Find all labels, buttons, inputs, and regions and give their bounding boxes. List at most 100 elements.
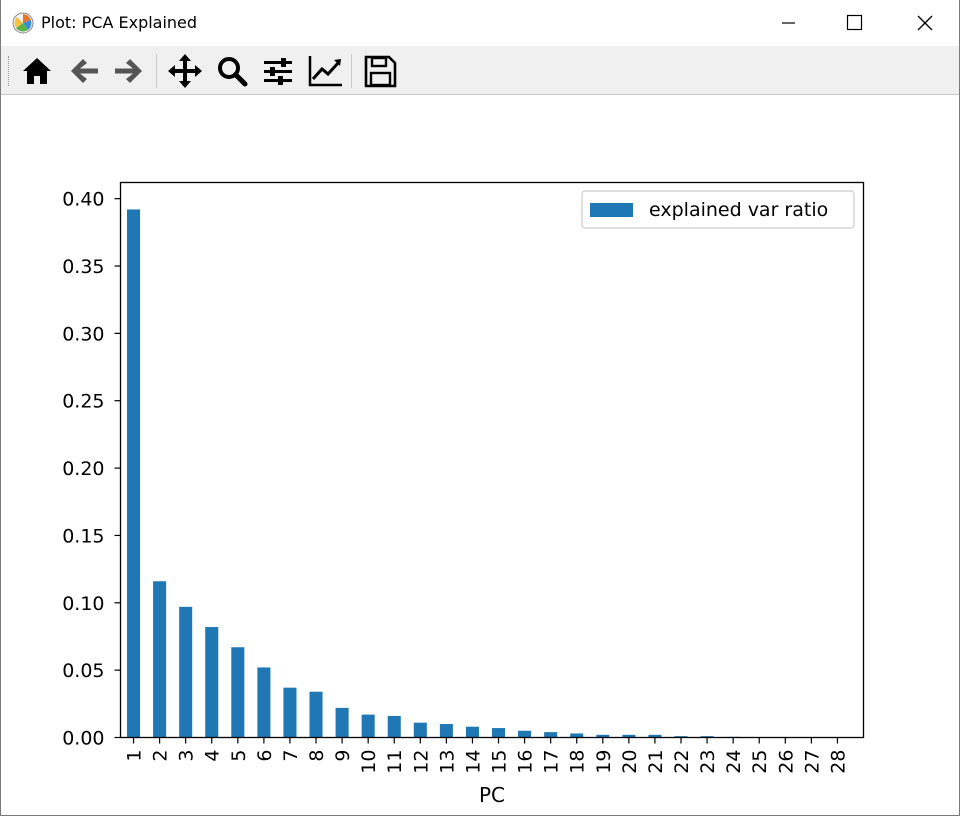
x-tick-label: 15: [489, 750, 511, 774]
bar-pc-14: [465, 726, 479, 738]
y-tick-label: 0.15: [62, 525, 104, 547]
x-axis: 1 2 3 4 5 6 7 8 9 10 11 12 13 14 15 16 17 18 19 20 21 22 23 24 2…: [124, 737, 849, 774]
forward-icon: [115, 59, 142, 83]
bar-pc-17: [544, 732, 558, 738]
edit-axis-button[interactable]: [306, 52, 344, 90]
window-title: Plot: PCA Explained: [41, 13, 198, 32]
x-tick-label: 21: [645, 750, 667, 774]
save-button[interactable]: [361, 52, 399, 90]
x-tick-label: 22: [671, 750, 693, 774]
home-icon: [23, 58, 51, 84]
close-icon: [917, 15, 933, 31]
x-tick-label: 14: [462, 750, 484, 774]
x-tick-label: 12: [410, 750, 432, 774]
x-tick-label: 26: [775, 750, 797, 774]
home-button[interactable]: [18, 52, 56, 90]
configure-subplots-button[interactable]: [259, 52, 297, 90]
y-tick-label: 0.35: [62, 256, 104, 278]
legend-label: explained var ratio: [649, 199, 828, 221]
bar-pc-10: [361, 714, 375, 738]
toolbar: [1, 46, 959, 95]
x-tick-label: 11: [384, 750, 406, 774]
app-icon: [12, 12, 34, 34]
x-tick-label: 3: [176, 750, 198, 762]
x-tick-label: 13: [436, 750, 458, 774]
zoom-icon: [218, 57, 248, 87]
pan-icon: [168, 54, 202, 88]
axes-frame: [119, 181, 865, 739]
save-icon: [364, 55, 397, 88]
x-tick-label: 6: [254, 750, 276, 762]
minimize-icon: [782, 22, 795, 24]
x-tick-label: 19: [593, 750, 615, 774]
x-tick-label: 18: [567, 750, 589, 774]
edit-axis-icon: [308, 56, 342, 87]
x-tick-label: 28: [827, 750, 849, 774]
x-tick-label: 20: [619, 750, 641, 774]
pan-button[interactable]: [166, 52, 204, 90]
y-axis: 0.00 0.05 0.10 0.15 0.20 0.25 0.30 0.35 0.40: [62, 189, 121, 750]
bar-pc-9: [335, 707, 349, 738]
toolbar-separator: [351, 54, 352, 88]
bar-pc-18: [570, 733, 584, 738]
bar-pc-19: [596, 734, 610, 738]
forward-button[interactable]: [110, 52, 148, 90]
x-tick-label: 17: [541, 750, 563, 774]
x-tick-label: 8: [306, 750, 328, 762]
zoom-button[interactable]: [213, 52, 251, 90]
x-tick-label: 25: [749, 750, 771, 774]
x-tick-label: 16: [515, 750, 537, 774]
back-icon: [71, 59, 98, 83]
y-tick-label: 0.25: [62, 391, 104, 413]
y-tick-label: 0.30: [62, 323, 104, 345]
configure-subplots-icon: [264, 58, 292, 85]
y-tick-label: 0.00: [62, 728, 104, 750]
bar-pc-2: [153, 581, 167, 738]
legend[interactable]: explained var ratio: [581, 190, 855, 229]
toolbar-separator: [156, 54, 157, 88]
x-tick-label: 10: [358, 750, 380, 774]
bar-pc-5: [231, 647, 245, 738]
bar-pc-23: [700, 736, 714, 738]
maximize-icon: [846, 14, 863, 31]
x-tick-label: 5: [228, 750, 250, 762]
y-tick-label: 0.40: [62, 189, 104, 211]
x-tick-label: 7: [280, 750, 302, 762]
y-tick-label: 0.20: [62, 458, 104, 480]
x-tick-label: 23: [697, 750, 719, 774]
bar-pc-8: [309, 691, 323, 738]
x-tick-label: 9: [332, 750, 354, 762]
back-button[interactable]: [65, 52, 103, 90]
bar-pc-3: [179, 606, 193, 738]
x-tick-label: 4: [202, 750, 224, 762]
close-button[interactable]: [901, 0, 947, 46]
bar-pc-20: [622, 734, 636, 738]
bar-pc-11: [387, 715, 401, 738]
x-tick-label: 24: [723, 750, 745, 774]
minimize-button[interactable]: [765, 0, 811, 46]
bar-pc-16: [518, 730, 532, 738]
x-tick-label: 2: [150, 750, 172, 762]
bar-pc-1: [127, 209, 141, 738]
bar-pc-15: [492, 728, 506, 738]
bar-pc-21: [648, 734, 662, 738]
x-tick-label: 1: [124, 750, 146, 762]
bar-pc-12: [413, 722, 427, 738]
bar-pc-7: [283, 687, 297, 738]
bar-pc-6: [257, 667, 271, 738]
toolbar-grip[interactable]: [8, 56, 11, 86]
legend-swatch: [590, 203, 633, 217]
title-bar[interactable]: Plot: PCA Explained: [1, 0, 959, 46]
legend-frame: [581, 190, 855, 229]
bar-pc-22: [674, 736, 688, 738]
bar-pc-13: [439, 724, 453, 738]
y-tick-label: 0.10: [62, 593, 104, 615]
x-axis-label: PC: [479, 783, 505, 807]
maximize-button[interactable]: [831, 0, 877, 46]
y-tick-label: 0.05: [62, 660, 104, 682]
x-tick-label: 27: [801, 750, 823, 774]
bar-series: [127, 209, 844, 738]
bar-pc-4: [205, 627, 219, 738]
